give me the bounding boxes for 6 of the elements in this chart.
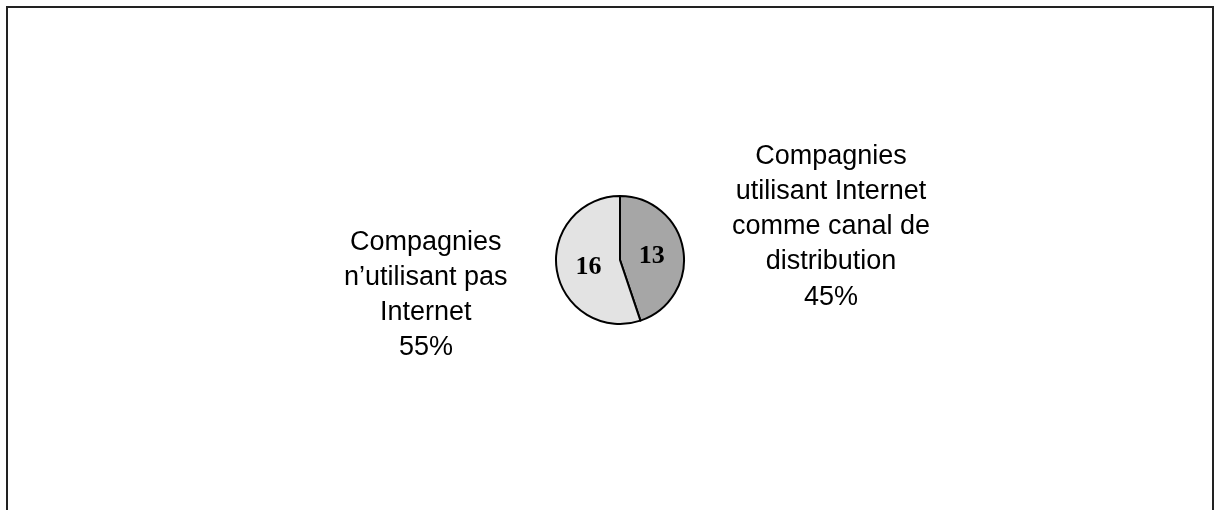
data-label: 16 (575, 250, 602, 280)
text: 55% (399, 331, 454, 361)
slice-label: Compagnies n’utilisant pas Internet (344, 226, 508, 327)
slice-label: Compagnies utilisant Internet comme canal de distribution (732, 140, 931, 276)
text: 45% (804, 281, 859, 311)
data-label: 13 (638, 240, 665, 270)
